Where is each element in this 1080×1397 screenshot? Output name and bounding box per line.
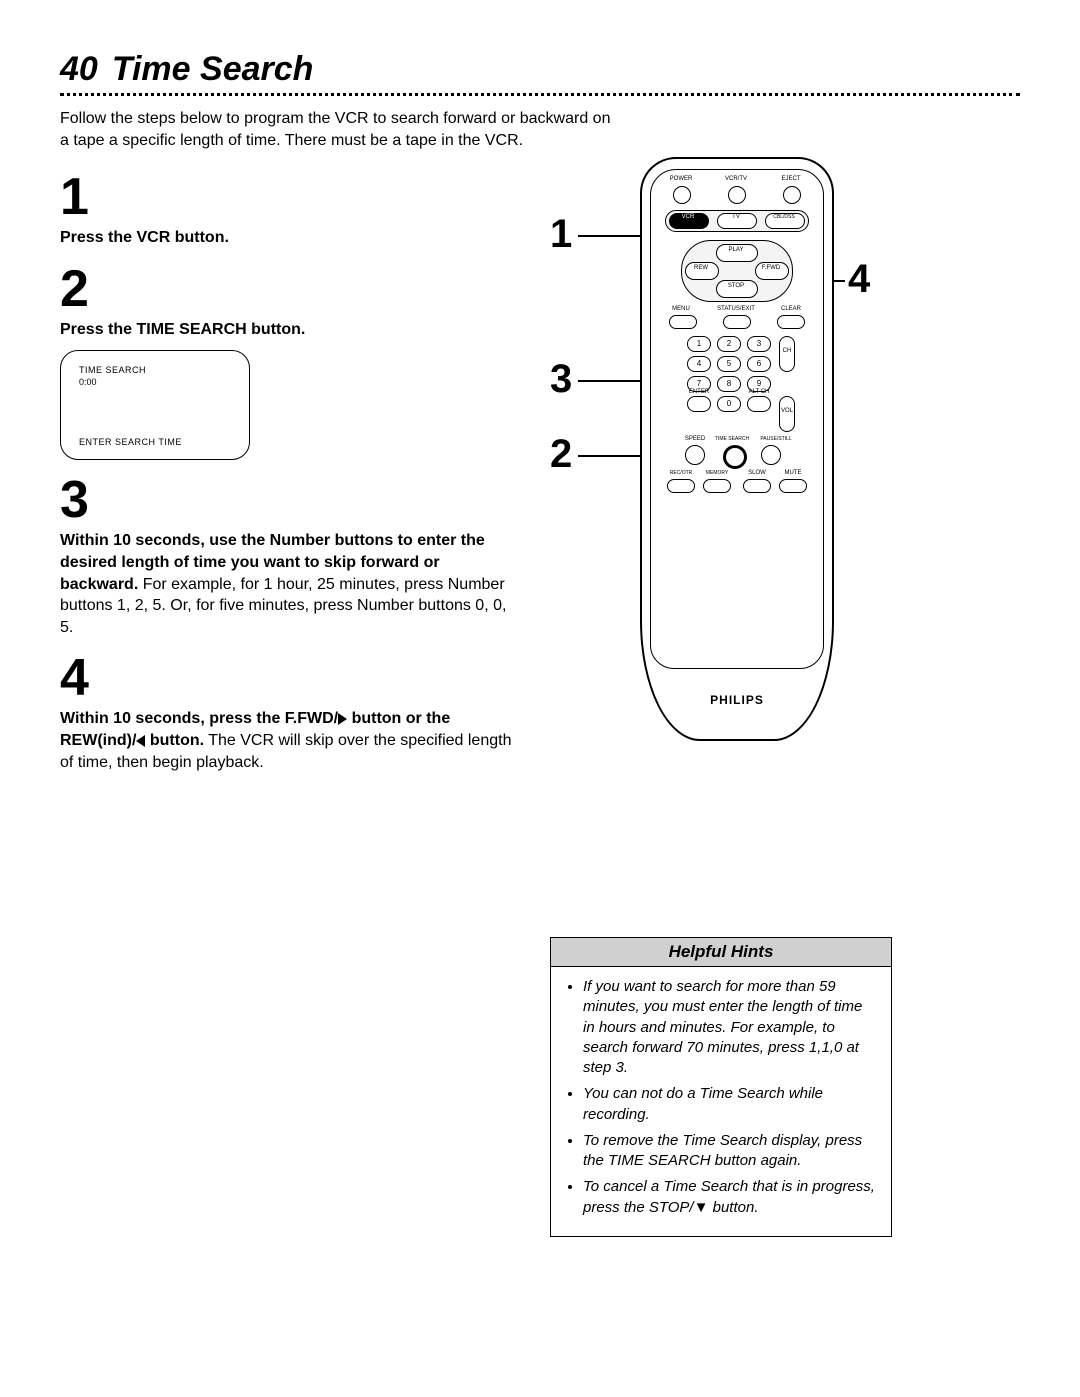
osd-display: TIME SEARCH 0:00 ENTER SEARCH TIME (60, 350, 250, 460)
title-row: 40 Time Search (60, 50, 1020, 89)
label-play: PLAY (716, 247, 756, 253)
label-status: STATUS/EXIT (711, 306, 761, 312)
label-rew: REW (681, 265, 721, 271)
ch-rocker[interactable] (779, 336, 795, 372)
remote-body: POWER VCR/TV EJECT VCR TV (640, 157, 834, 741)
label-ch: CH (767, 348, 807, 354)
callout-4: 4 (848, 257, 870, 302)
num-1[interactable]: 1 (687, 336, 711, 352)
label-timesearch: TIME SEARCH (707, 436, 757, 442)
menu-button[interactable] (669, 315, 697, 329)
step-3-number: 3 (60, 474, 520, 526)
label-pause: PAUSE/STILL (751, 436, 801, 442)
num-8[interactable]: 8 (717, 376, 741, 392)
label-power: POWER (661, 176, 701, 182)
steps-column: 1 Press the VCR button. 2 Press the TIME… (60, 157, 520, 773)
label-eject: EJECT (771, 176, 811, 182)
step-3-text: Within 10 seconds, use the Number button… (60, 530, 520, 638)
callout-2: 2 (550, 432, 572, 477)
remote-column: 1 2 3 4 POWER VCR/TV EJECT (550, 157, 970, 797)
hints-header: Helpful Hints (551, 938, 891, 967)
hints-body: If you want to search for more than 59 m… (551, 967, 891, 1236)
num-4[interactable]: 4 (687, 356, 711, 372)
status-button[interactable] (723, 315, 751, 329)
label-memory: MEMORY (697, 470, 737, 476)
label-enter: ENTER (679, 389, 719, 395)
intro-text: Follow the steps below to program the VC… (60, 108, 620, 151)
step-1-number: 1 (60, 171, 520, 223)
label-slow: SLOW (737, 470, 777, 476)
power-button[interactable] (673, 186, 691, 204)
step-4-number: 4 (60, 652, 520, 704)
label-vcr: VCR (669, 214, 707, 220)
hint-item: To cancel a Time Search that is in progr… (583, 1177, 877, 1218)
slow-button[interactable] (743, 479, 771, 493)
memory-button[interactable] (703, 479, 731, 493)
hint-item: You can not do a Time Search while recor… (583, 1084, 877, 1125)
num-2[interactable]: 2 (717, 336, 741, 352)
label-altch: ALT CH (739, 389, 779, 395)
label-ffwd: F.FWD (751, 265, 791, 271)
page-title: Time Search (112, 50, 314, 89)
remote-illustration: 1 2 3 4 POWER VCR/TV EJECT (550, 157, 910, 797)
num-0[interactable]: 0 (717, 396, 741, 412)
brand-logo: PHILIPS (642, 693, 832, 707)
label-tv: TV (717, 214, 755, 220)
columns: 1 Press the VCR button. 2 Press the TIME… (60, 157, 1020, 797)
vol-rocker[interactable] (779, 396, 795, 432)
osd-line3: ENTER SEARCH TIME (79, 437, 182, 447)
speed-button[interactable] (685, 445, 705, 465)
page-number: 40 (60, 50, 98, 89)
label-stop: STOP (716, 283, 756, 289)
step-2-number: 2 (60, 263, 520, 315)
callout-1: 1 (550, 212, 572, 257)
label-recotr: REC/OTR (661, 470, 701, 476)
remote-panel: POWER VCR/TV EJECT VCR TV (650, 169, 824, 669)
num-6[interactable]: 6 (747, 356, 771, 372)
dotted-rule (60, 93, 1020, 96)
label-menu: MENU (661, 306, 701, 312)
step-1-bold: Press the VCR button. (60, 229, 229, 246)
label-cbl: CBL/DSS (765, 214, 803, 220)
manual-page: 40 Time Search Follow the steps below to… (0, 0, 1080, 857)
step-4-bold-a: Within 10 seconds, press the F.FWD/ (60, 710, 338, 727)
num-5[interactable]: 5 (717, 356, 741, 372)
helpful-hints-box: Helpful Hints If you want to search for … (550, 937, 892, 1237)
timesearch-button[interactable] (723, 445, 747, 469)
recotr-button[interactable] (667, 479, 695, 493)
step-1-text: Press the VCR button. (60, 227, 520, 249)
label-mute: MUTE (773, 470, 813, 476)
osd-line2: 0:00 (79, 377, 231, 387)
label-vol: VOL (767, 408, 807, 414)
eject-button[interactable] (783, 186, 801, 204)
osd-line1: TIME SEARCH (79, 365, 231, 375)
callout-3: 3 (550, 357, 572, 402)
enter-button[interactable] (687, 396, 711, 412)
clear-button[interactable] (777, 315, 805, 329)
step-4-bold-c: button. (145, 732, 204, 749)
label-clear: CLEAR (771, 306, 811, 312)
label-vcrtv: VCR/TV (716, 176, 756, 182)
hint-item: To remove the Time Search display, press… (583, 1131, 877, 1172)
mute-button[interactable] (779, 479, 807, 493)
vcrtv-button[interactable] (728, 186, 746, 204)
step-4-text: Within 10 seconds, press the F.FWD/ butt… (60, 708, 520, 773)
pause-button[interactable] (761, 445, 781, 465)
hint-item: If you want to search for more than 59 m… (583, 977, 877, 1078)
ffwd-icon (338, 713, 347, 725)
step-2-bold: Press the TIME SEARCH button. (60, 321, 305, 338)
step-2-text: Press the TIME SEARCH button. (60, 319, 520, 341)
